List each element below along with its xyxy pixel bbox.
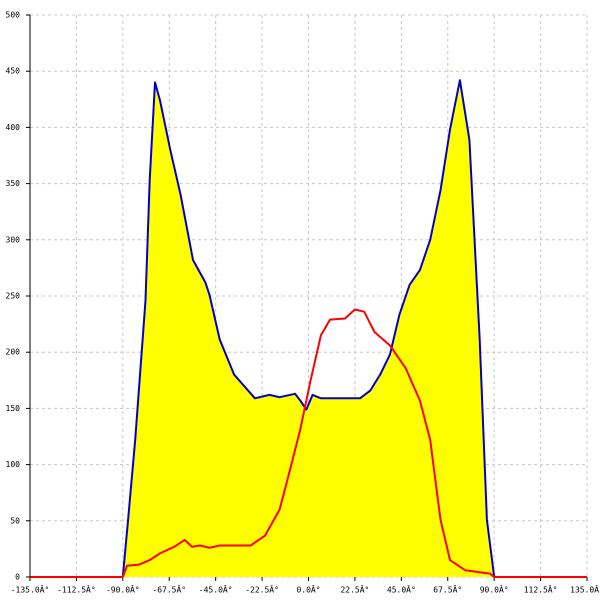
x-tick-label: 67.5Â° (433, 584, 462, 595)
y-tick-label: 100 (6, 460, 21, 469)
x-tick-label: 22.5Â° (340, 584, 369, 595)
series-line (30, 308, 587, 578)
x-tick-label: -67.5Â° (152, 584, 186, 595)
x-tick-label: -90.0Â° (106, 584, 140, 595)
y-tick-label: 500 (6, 11, 21, 20)
x-tick-label: -112.5Â° (57, 584, 96, 595)
y-tick-label: 300 (6, 235, 21, 244)
x-tick-label: -135.0Â° (11, 584, 50, 595)
x-tick-label: -22.5Â° (245, 584, 279, 595)
x-tick-label: 0.0Â° (296, 584, 320, 595)
x-tick-label: 45.0Â° (387, 584, 416, 595)
y-tick-label: 350 (6, 179, 21, 188)
x-tick-label: -45.0Â° (199, 584, 233, 595)
y-tick-label: 250 (6, 292, 21, 301)
area-fill (122, 80, 495, 577)
y-tick-label: 400 (6, 123, 21, 132)
y-tick-label: 450 (6, 67, 21, 76)
y-tick-label: 150 (6, 404, 21, 413)
x-tick-label: 112.5Â° (524, 584, 558, 595)
y-tick-label: 50 (10, 516, 20, 525)
y-tick-label: 200 (6, 348, 21, 357)
series-line (121, 79, 496, 578)
x-tick-label: 90.0Â° (480, 584, 509, 595)
y-tick-label: 0 (15, 573, 20, 582)
x-tick-label: 135.0Â° (570, 584, 600, 595)
